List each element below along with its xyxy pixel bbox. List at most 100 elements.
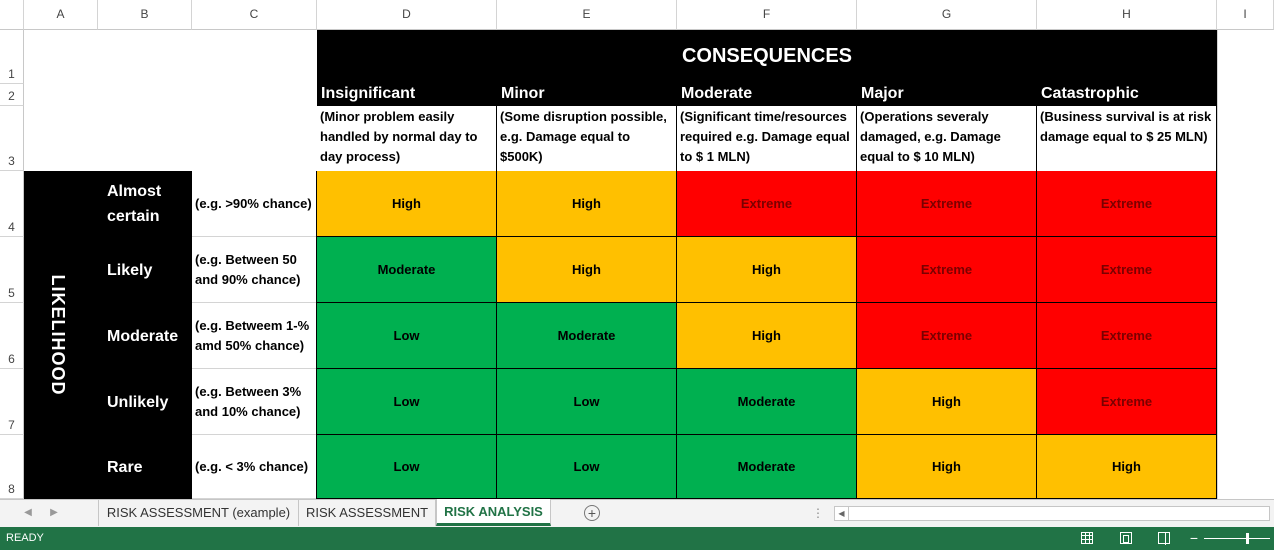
risk-cell[interactable]: High (317, 171, 497, 237)
risk-cell[interactable]: Moderate (317, 237, 497, 303)
risk-cell[interactable]: High (857, 435, 1037, 499)
likelihood-header (24, 171, 192, 499)
likelihood-name-3: Unlikely (98, 369, 192, 435)
text-line: damage equal to $ 25 MLN) (1040, 129, 1208, 144)
row-header-6[interactable]: 6 (0, 303, 24, 369)
risk-cell[interactable]: Extreme (1037, 303, 1217, 369)
zoom-out-button[interactable]: − (1189, 530, 1199, 546)
risk-cell[interactable]: Low (317, 369, 497, 435)
page-layout-view-icon[interactable] (1120, 532, 1132, 544)
column-header-g[interactable]: G (857, 0, 1037, 30)
likelihood-label: LIKELIHOOD (48, 274, 68, 396)
sheet-tab-risk-analysis[interactable]: RISK ANALYSIS (436, 499, 551, 526)
column-header-h[interactable]: H (1037, 0, 1217, 30)
row-header-1[interactable]: 1 (0, 30, 24, 84)
column-header-i[interactable]: I (1217, 0, 1274, 30)
page-break-view-icon[interactable] (1158, 532, 1170, 545)
row-number: 2 (8, 89, 15, 103)
consequence-name-major: Major (861, 85, 904, 102)
text-line: (Operations severaly (860, 109, 989, 124)
risk-cell[interactable]: Low (497, 435, 677, 499)
status-text: READY (6, 532, 44, 544)
tab-divider (98, 500, 99, 526)
zoom-slider[interactable] (1204, 533, 1270, 544)
text-line: Moderate (107, 327, 179, 345)
risk-cell[interactable]: Low (497, 369, 677, 435)
risk-cell[interactable]: Extreme (677, 171, 857, 237)
tab-scroll-left-icon[interactable]: ◀ (24, 507, 32, 518)
text-line: Unlikely (107, 393, 169, 411)
matrix-right-gridline (1217, 30, 1218, 499)
column-header-f[interactable]: F (677, 0, 857, 30)
risk-cell[interactable]: Moderate (497, 303, 677, 369)
consequence-desc-minor: (Some disruption possible, e.g. Damage eq… (497, 106, 677, 171)
risk-cell[interactable]: High (677, 237, 857, 303)
likelihood-name-4: Rare (98, 435, 192, 499)
row-number: 6 (8, 352, 15, 366)
likelihood-name-text: Almost certain (107, 179, 161, 229)
likelihood-desc-text: (e.g. >90% chance) (195, 194, 312, 214)
select-all-corner[interactable] (0, 0, 24, 30)
likelihood-desc-1: (e.g. Between 50 and 90% chance) (192, 237, 317, 303)
scroll-left-arrow-icon[interactable]: ◀ (835, 507, 849, 520)
risk-cell[interactable]: Low (317, 303, 497, 369)
risk-cell[interactable]: High (497, 237, 677, 303)
row-header-3[interactable]: 3 (0, 106, 24, 171)
risk-cell[interactable]: Moderate (677, 435, 857, 499)
text-line: e.g. Damage equal to $500K) (500, 129, 631, 164)
risk-cell[interactable]: Extreme (1037, 171, 1217, 237)
status-bar: READY − (0, 527, 1274, 550)
text-line: handled by normal day to (320, 129, 478, 144)
row-number: 8 (8, 482, 15, 496)
column-header-a[interactable]: A (24, 0, 98, 30)
risk-cell[interactable]: High (677, 303, 857, 369)
zoom-slider-thumb[interactable] (1246, 533, 1249, 544)
risk-cell[interactable]: High (857, 369, 1037, 435)
consequence-desc-moderate: (Significant time/resources required e.g.… (677, 106, 857, 171)
text-line: and 10% chance) (195, 403, 301, 419)
text-line: equal to $ 10 MLN) (860, 149, 975, 164)
risk-cell[interactable]: High (497, 171, 677, 237)
column-header-d[interactable]: D (317, 0, 497, 30)
column-header-c[interactable]: C (192, 0, 317, 30)
sheet-tab-risk-assessment-example[interactable]: RISK ASSESSMENT (example) (99, 500, 299, 526)
risk-cell[interactable]: Extreme (857, 303, 1037, 369)
risk-cell[interactable]: Extreme (857, 237, 1037, 303)
row-header-8[interactable]: 8 (0, 435, 24, 499)
risk-cell[interactable]: Extreme (1037, 237, 1217, 303)
row-header-5[interactable]: 5 (0, 237, 24, 303)
text-line: Rare (107, 458, 143, 476)
text-line: damaged, e.g. Damage (860, 129, 1001, 144)
text-line: (e.g. Betweem 1-% (195, 317, 310, 333)
risk-cell[interactable]: Moderate (677, 369, 857, 435)
risk-cell[interactable]: Extreme (857, 171, 1037, 237)
risk-cell[interactable]: Low (317, 435, 497, 499)
consequence-name-insignificant: Insignificant (321, 85, 416, 102)
text-line: amd 50% chance) (195, 337, 305, 353)
column-header-e[interactable]: E (497, 0, 677, 30)
text-line: (e.g. >90% chance) (195, 195, 312, 211)
tab-scroll-right-icon[interactable]: ▶ (50, 507, 58, 518)
consequence-desc-catastrophic: (Business survival is at risk damage equa… (1037, 106, 1217, 171)
risk-cell[interactable]: High (1037, 435, 1217, 499)
add-sheet-icon[interactable]: + (584, 505, 600, 521)
normal-view-icon[interactable] (1081, 532, 1093, 544)
likelihood-name-2: Moderate (98, 303, 192, 369)
likelihood-name-text: Unlikely (107, 390, 168, 415)
likelihood-desc-3: (e.g. Between 3% and 10% chance) (192, 369, 317, 435)
row-number: 5 (8, 286, 15, 300)
column-header-b[interactable]: B (98, 0, 192, 30)
consequences-header (317, 30, 1217, 106)
scroll-split-icon[interactable]: ⋮ (812, 506, 824, 520)
row-header-7[interactable]: 7 (0, 369, 24, 435)
text-line: required e.g. Damage equal (680, 129, 850, 144)
sheet-tab-risk-assessment[interactable]: RISK ASSESSMENT (299, 500, 436, 526)
risk-cell[interactable]: Extreme (1037, 369, 1217, 435)
row-header-4[interactable]: 4 (0, 171, 24, 237)
row-header-2[interactable]: 2 (0, 84, 24, 106)
likelihood-name-text: Rare (107, 455, 143, 480)
likelihood-desc-2: (e.g. Betweem 1-% amd 50% chance) (192, 303, 317, 369)
horizontal-scrollbar[interactable]: ◀ (834, 506, 1270, 521)
text-line: (e.g. Between 50 (195, 251, 297, 267)
consequence-name-moderate: Moderate (681, 85, 753, 102)
